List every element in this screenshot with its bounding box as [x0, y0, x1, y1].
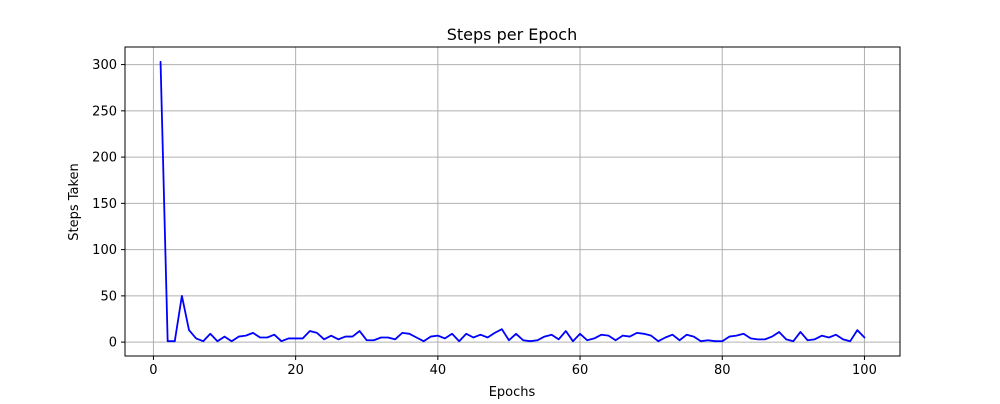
- tick-layer: 0 20 40 60 80 100 0 50 100 150 200 250 300: [92, 58, 877, 378]
- x-tick-label: 20: [287, 363, 304, 378]
- plot-area-frame: [124, 46, 901, 357]
- x-axis-label: Epochs: [489, 385, 536, 400]
- x-tick-label: 60: [572, 363, 589, 378]
- y-tick-label: 250: [92, 104, 117, 119]
- series-layer: [159, 60, 866, 343]
- y-tick-label: 200: [92, 151, 117, 166]
- series-line: [159, 60, 866, 343]
- y-tick-label: 100: [92, 243, 117, 258]
- y-tick-label: 0: [109, 336, 117, 351]
- y-tick-label: 300: [92, 58, 117, 73]
- y-tick-label: 150: [92, 197, 117, 212]
- grid-layer: [125, 47, 900, 356]
- y-axis-label: Steps Taken: [67, 163, 82, 241]
- x-tick-label: 40: [430, 363, 447, 378]
- x-tick-label: 100: [852, 363, 877, 378]
- y-tick-label: 50: [100, 289, 117, 304]
- chart-title: Steps per Epoch: [447, 25, 578, 44]
- x-tick-label: 80: [714, 363, 731, 378]
- x-tick-label: 0: [149, 363, 157, 378]
